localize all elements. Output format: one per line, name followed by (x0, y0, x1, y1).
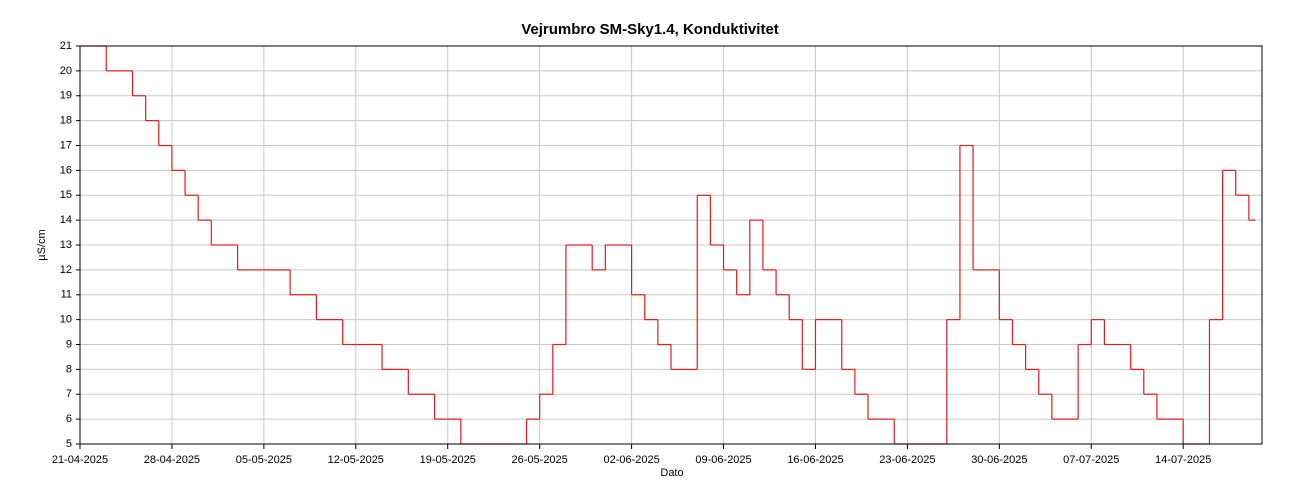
y-tick-label: 10 (60, 314, 72, 326)
y-tick-label: 16 (60, 164, 72, 176)
x-tick-label: 05-05-2025 (236, 454, 292, 466)
y-tick-label: 20 (60, 65, 72, 77)
grid (76, 45, 1262, 449)
x-axis-label: Dato (660, 467, 683, 479)
y-tick-label: 15 (60, 189, 72, 201)
x-tick-label: 23-06-2025 (879, 454, 935, 466)
x-tick-label: 12-05-2025 (328, 454, 384, 466)
x-tick-label: 26-05-2025 (512, 454, 568, 466)
x-tick-label: 09-06-2025 (695, 454, 751, 466)
plot-frame (79, 45, 1263, 445)
y-tick-label: 8 (66, 363, 72, 375)
y-axis-label: µS/cm (36, 229, 48, 260)
y-tick-label: 18 (60, 115, 72, 127)
x-tick-label: 16-06-2025 (787, 454, 843, 466)
y-tick-label: 17 (60, 139, 72, 151)
y-tick-label: 19 (60, 90, 72, 102)
y-tick-label: 5 (66, 438, 72, 450)
chart-title: Vejrumbro SM-Sky1.4, Konduktivitet (521, 21, 779, 38)
y-tick-label: 7 (66, 388, 72, 400)
y-tick-label: 21 (60, 40, 72, 52)
x-tick-label: 07-07-2025 (1063, 454, 1119, 466)
x-tick-label: 21-04-2025 (52, 454, 108, 466)
x-tick-label: 19-05-2025 (420, 454, 476, 466)
x-tick-label: 02-06-2025 (603, 454, 659, 466)
y-tick-label: 13 (60, 239, 72, 251)
y-tick-label: 12 (60, 264, 72, 276)
x-tick-label: 28-04-2025 (144, 454, 200, 466)
y-tick-label: 9 (66, 338, 72, 350)
y-tick-label: 6 (66, 413, 72, 425)
y-tick-label: 14 (60, 214, 72, 226)
x-tick-label: 14-07-2025 (1155, 454, 1211, 466)
x-tick-label: 30-06-2025 (971, 454, 1027, 466)
y-tick-label: 11 (61, 289, 72, 301)
series (80, 45, 1256, 445)
